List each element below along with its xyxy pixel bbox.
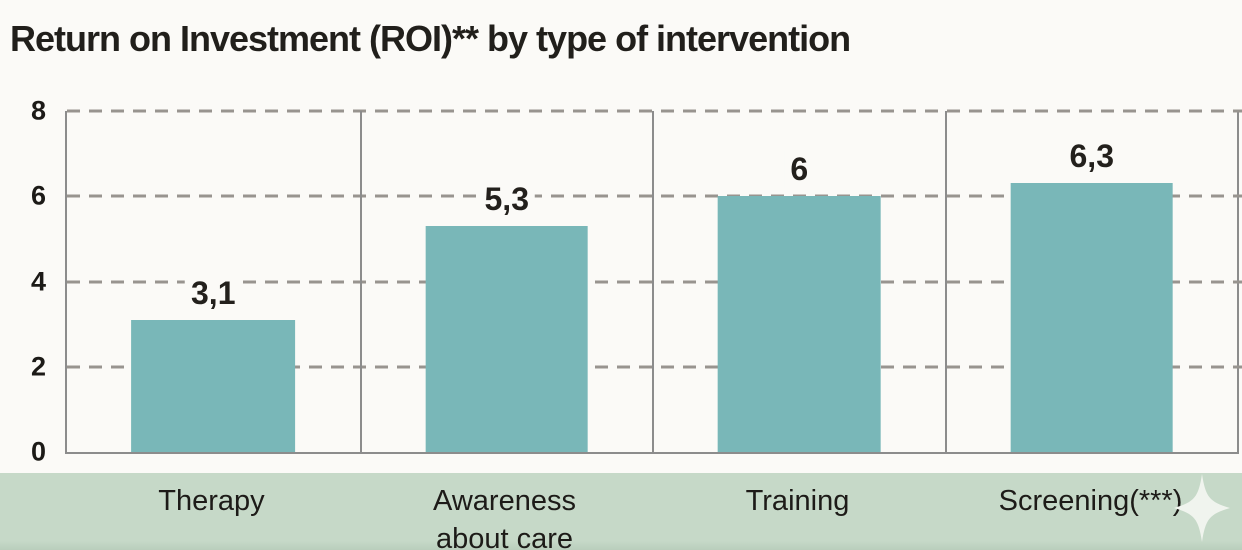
y-axis: 8 6 4 2 0	[0, 96, 58, 467]
y-tick-label: 6	[30, 180, 46, 211]
gridline-2	[67, 365, 1242, 369]
panel-training: 6	[652, 111, 945, 452]
panel-therapy: 3,1	[67, 111, 360, 452]
bar-value-label: 6,3	[1063, 138, 1120, 176]
bar	[1010, 183, 1174, 452]
panel-awareness-about-care: 5,3	[359, 111, 653, 452]
y-tick-label: 8	[30, 95, 46, 126]
gridline-6	[67, 194, 1242, 198]
category-label-awareness-about-care: Awareness about care	[433, 485, 576, 550]
y-tick-label: 2	[30, 351, 46, 382]
sparkle-icon	[1174, 474, 1230, 542]
plot-area: 3,1 5,3 6 6,3	[65, 109, 1242, 454]
category-cell: Awareness about care	[358, 473, 651, 550]
category-cell: Screening(***)	[944, 473, 1237, 550]
category-label-training: Training	[745, 485, 850, 517]
bar	[717, 196, 881, 452]
category-cell: Therapy	[65, 473, 358, 550]
category-cell: Training	[651, 473, 944, 550]
y-tick-label: 4	[30, 266, 46, 296]
gridline-8	[67, 109, 1242, 113]
bar-value-label: 5,3	[478, 181, 535, 219]
category-band: Therapy Awareness about care Training Sc…	[0, 473, 1242, 550]
panel-screening: 6,3	[944, 111, 1238, 452]
gridline-4	[67, 280, 1242, 283]
category-label-therapy: Therapy	[158, 485, 265, 517]
bar	[131, 319, 296, 452]
bar-value-label: 3,1	[185, 274, 242, 312]
category-labels: Therapy Awareness about care Training Sc…	[65, 473, 1237, 550]
bar	[425, 226, 589, 452]
bar-panels: 3,1 5,3 6 6,3	[67, 111, 1237, 452]
y-tick-label: 0	[30, 436, 46, 467]
chart-title: Return on Investment (ROI)** by type of …	[10, 18, 851, 59]
category-label-screening: Screening(***)	[998, 485, 1183, 517]
bar-value-label: 6	[784, 151, 815, 189]
